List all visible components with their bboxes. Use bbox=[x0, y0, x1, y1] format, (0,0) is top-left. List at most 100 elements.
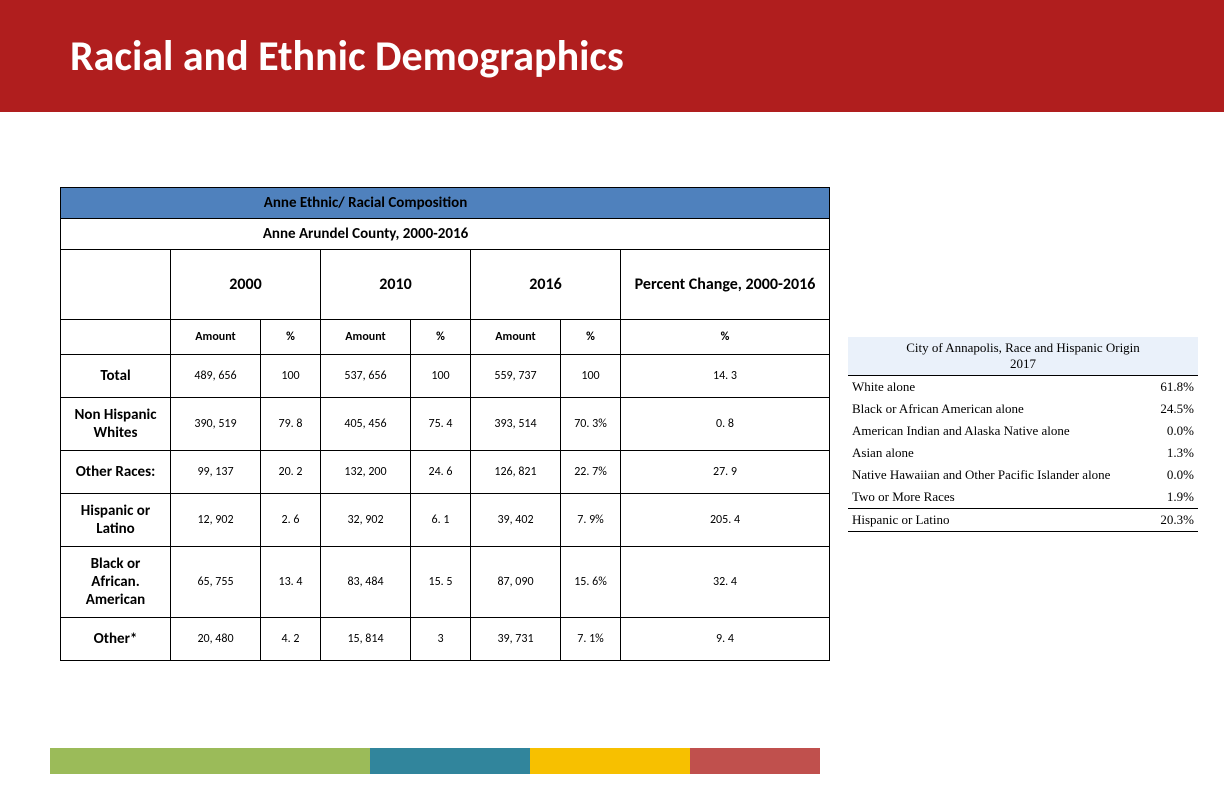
table-row: Non Hispanic Whites390, 51979. 8405, 456… bbox=[61, 398, 830, 451]
data-cell: 75. 4 bbox=[411, 398, 471, 451]
data-cell: 489, 656 bbox=[171, 355, 261, 398]
side-table: City of Annapolis, Race and Hispanic Ori… bbox=[848, 337, 1198, 532]
side-row-label: Asian alone bbox=[848, 442, 1151, 464]
data-cell: 22. 7% bbox=[561, 451, 621, 494]
sub-header-blank bbox=[61, 320, 171, 355]
data-cell: 39, 731 bbox=[471, 618, 561, 661]
side-title: City of Annapolis, Race and Hispanic Ori… bbox=[848, 337, 1198, 376]
side-row-label: Two or More Races bbox=[848, 486, 1151, 509]
data-cell: 205. 4 bbox=[621, 494, 830, 547]
table-row: Total489, 656100537, 656100559, 73710014… bbox=[61, 355, 830, 398]
row-label: Total bbox=[61, 355, 171, 398]
subtitle-spacer bbox=[61, 219, 171, 250]
side-row-value: 61.8% bbox=[1151, 376, 1198, 399]
table-title-spacer bbox=[61, 188, 171, 219]
table-title: Anne Ethnic/ Racial Composition bbox=[171, 188, 561, 219]
sub-header: % bbox=[621, 320, 830, 355]
content-area: Anne Ethnic/ Racial Composition Anne Aru… bbox=[0, 112, 1224, 661]
data-cell: 132, 200 bbox=[321, 451, 411, 494]
data-cell: 39, 402 bbox=[471, 494, 561, 547]
data-cell: 2. 6 bbox=[261, 494, 321, 547]
side-row-label: White alone bbox=[848, 376, 1151, 399]
side-row: Two or More Races1.9% bbox=[848, 486, 1198, 509]
side-row: White alone61.8% bbox=[848, 376, 1198, 399]
data-cell: 20. 2 bbox=[261, 451, 321, 494]
year-header-row: 2000 2010 2016 Percent Change, 2000-2016 bbox=[61, 250, 830, 320]
side-row-label: American Indian and Alaska Native alone bbox=[848, 420, 1151, 442]
side-row-value: 0.0% bbox=[1151, 464, 1198, 486]
data-cell: 100 bbox=[261, 355, 321, 398]
table-title-spacer-right bbox=[561, 188, 830, 219]
data-cell: 0. 8 bbox=[621, 398, 830, 451]
data-cell: 79. 8 bbox=[261, 398, 321, 451]
footer-segment bbox=[50, 748, 210, 774]
footer-segment bbox=[210, 748, 370, 774]
data-cell: 15. 6% bbox=[561, 547, 621, 618]
side-title-line2: 2017 bbox=[1010, 356, 1036, 371]
data-cell: 100 bbox=[411, 355, 471, 398]
footer-segment bbox=[690, 748, 820, 774]
page-title: Racial and Ethnic Demographics bbox=[70, 31, 624, 82]
side-row-label: Black or African American alone bbox=[848, 398, 1151, 420]
sub-header: Amount bbox=[471, 320, 561, 355]
title-banner: Racial and Ethnic Demographics bbox=[0, 0, 1224, 112]
year-header-blank bbox=[61, 250, 171, 320]
footer-segment bbox=[370, 748, 530, 774]
data-cell: 13. 4 bbox=[261, 547, 321, 618]
data-cell: 393, 514 bbox=[471, 398, 561, 451]
table-row: Other*20, 4804. 215, 814339, 7317. 1%9. … bbox=[61, 618, 830, 661]
data-cell: 4. 2 bbox=[261, 618, 321, 661]
subtitle-spacer-right bbox=[561, 219, 830, 250]
sub-header: % bbox=[411, 320, 471, 355]
side-row: Hispanic or Latino20.3% bbox=[848, 509, 1198, 532]
data-cell: 7. 9% bbox=[561, 494, 621, 547]
table-title-row: Anne Ethnic/ Racial Composition bbox=[61, 188, 830, 219]
data-cell: 15. 5 bbox=[411, 547, 471, 618]
data-cell: 99, 137 bbox=[171, 451, 261, 494]
row-label: Other* bbox=[61, 618, 171, 661]
data-cell: 390, 519 bbox=[171, 398, 261, 451]
side-row-value: 20.3% bbox=[1151, 509, 1198, 532]
side-title-line1: City of Annapolis, Race and Hispanic Ori… bbox=[906, 340, 1140, 355]
data-cell: 126, 821 bbox=[471, 451, 561, 494]
data-cell: 7. 1% bbox=[561, 618, 621, 661]
row-label: Hispanic or Latino bbox=[61, 494, 171, 547]
data-cell: 3 bbox=[411, 618, 471, 661]
year-header-2000: 2000 bbox=[171, 250, 321, 320]
sub-header: % bbox=[261, 320, 321, 355]
data-cell: 537, 656 bbox=[321, 355, 411, 398]
data-cell: 405, 456 bbox=[321, 398, 411, 451]
sub-header: Amount bbox=[321, 320, 411, 355]
side-row: Native Hawaiian and Other Pacific Island… bbox=[848, 464, 1198, 486]
table-row: Other Races:99, 13720. 2132, 20024. 6126… bbox=[61, 451, 830, 494]
row-label: Black or African. American bbox=[61, 547, 171, 618]
data-cell: 12, 902 bbox=[171, 494, 261, 547]
data-cell: 27. 9 bbox=[621, 451, 830, 494]
data-cell: 14. 3 bbox=[621, 355, 830, 398]
data-cell: 20, 480 bbox=[171, 618, 261, 661]
data-cell: 70. 3% bbox=[561, 398, 621, 451]
data-cell: 559, 737 bbox=[471, 355, 561, 398]
data-cell: 6. 1 bbox=[411, 494, 471, 547]
side-row-value: 0.0% bbox=[1151, 420, 1198, 442]
side-row-value: 1.3% bbox=[1151, 442, 1198, 464]
row-label: Other Races: bbox=[61, 451, 171, 494]
side-table-wrap: City of Annapolis, Race and Hispanic Ori… bbox=[848, 337, 1198, 532]
side-row-value: 24.5% bbox=[1151, 398, 1198, 420]
data-cell: 83, 484 bbox=[321, 547, 411, 618]
table-row: Hispanic or Latino12, 9022. 632, 9026. 1… bbox=[61, 494, 830, 547]
side-row: American Indian and Alaska Native alone0… bbox=[848, 420, 1198, 442]
sub-header-row: Amount % Amount % Amount % % bbox=[61, 320, 830, 355]
row-label: Non Hispanic Whites bbox=[61, 398, 171, 451]
sub-header: Amount bbox=[171, 320, 261, 355]
data-cell: 32. 4 bbox=[621, 547, 830, 618]
data-cell: 15, 814 bbox=[321, 618, 411, 661]
footer-bar bbox=[50, 748, 820, 774]
side-row-label: Hispanic or Latino bbox=[848, 509, 1151, 532]
sub-header: % bbox=[561, 320, 621, 355]
side-row: Black or African American alone24.5% bbox=[848, 398, 1198, 420]
data-cell: 87, 090 bbox=[471, 547, 561, 618]
side-row-value: 1.9% bbox=[1151, 486, 1198, 509]
table-row: Black or African. American65, 75513. 483… bbox=[61, 547, 830, 618]
data-cell: 24. 6 bbox=[411, 451, 471, 494]
